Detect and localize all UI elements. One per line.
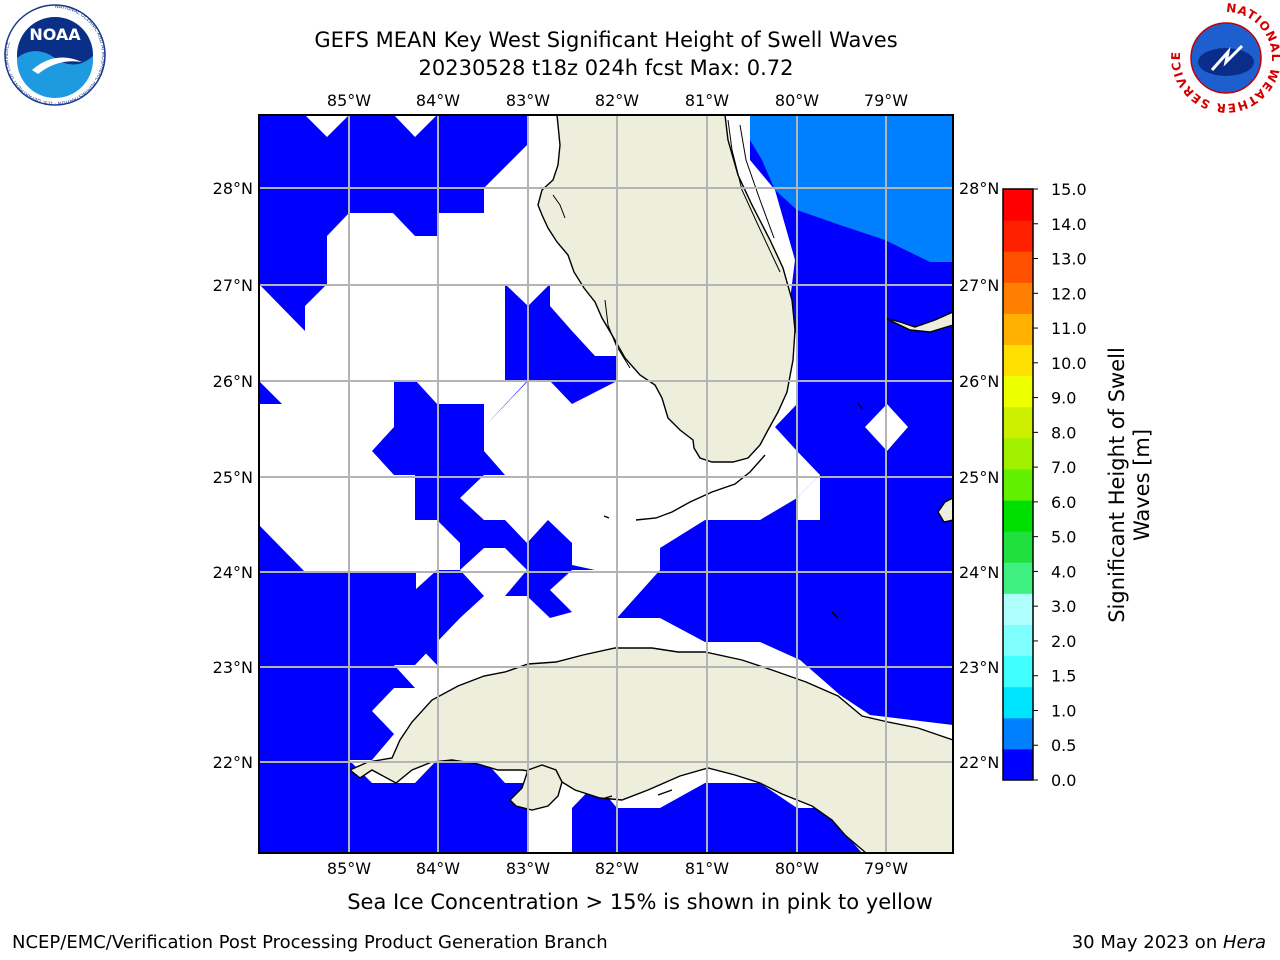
lat-tick-left: 24°N — [213, 563, 253, 582]
lon-tick-top: 84°W — [416, 91, 460, 110]
footer-date: 30 May 2023 on Hera — [1072, 932, 1266, 953]
colorbar-tick-label: 8.0 — [1051, 423, 1076, 442]
chart-title: GEFS MEAN Key West Significant Height of… — [256, 26, 956, 82]
colorbar-swatch — [1003, 468, 1033, 501]
coastline-detail — [552, 119, 781, 369]
lon-tick-top: 83°W — [506, 91, 550, 110]
lat-tick-left: 27°N — [213, 276, 253, 295]
colorbar-frame — [1002, 188, 1034, 781]
lon-tick-top: 80°W — [775, 91, 819, 110]
lat-tick-left: 23°N — [213, 658, 253, 677]
lat-tick-right: 26°N — [959, 372, 999, 391]
title-line-1: GEFS MEAN Key West Significant Height of… — [314, 28, 898, 52]
colorbar-swatch — [1003, 686, 1033, 719]
lat-tick-left: 22°N — [213, 753, 253, 772]
colorbar-swatch — [1003, 748, 1033, 781]
colorbar-tick-label: 11.0 — [1051, 319, 1087, 338]
footer-date-text: 30 May 2023 on — [1071, 932, 1223, 953]
lat-tick-left: 25°N — [213, 468, 253, 487]
footer-machine: Hera — [1222, 932, 1266, 953]
lat-tick-left: 26°N — [213, 372, 253, 391]
lat-tick-left: 28°N — [213, 179, 253, 198]
colorbar-tick-label: 15.0 — [1051, 180, 1087, 199]
lon-tick-bottom: 82°W — [595, 859, 639, 878]
lat-tick-right: 22°N — [959, 753, 999, 772]
lon-tick-bottom: 83°W — [506, 859, 550, 878]
colorbar-tick-label: 9.0 — [1051, 389, 1076, 408]
colorbar-tick-label: 13.0 — [1051, 250, 1087, 269]
cuba — [348, 647, 953, 853]
lat-tick-right: 25°N — [959, 468, 999, 487]
isla-de-la-juventud — [509, 764, 563, 811]
colorbar-tick-label: 0.5 — [1051, 736, 1076, 755]
colorbar-swatch — [1003, 624, 1033, 657]
colorbar-swatch — [1003, 282, 1033, 314]
colorbar-swatch — [1003, 375, 1033, 408]
footer-credit: NCEP/EMC/Verification Post Processing Pr… — [12, 932, 608, 953]
lat-tick-right: 27°N — [959, 276, 999, 295]
colorbar-tick-label: 10.0 — [1051, 354, 1087, 373]
bahamas-grand — [884, 311, 953, 333]
lon-tick-top: 82°W — [595, 91, 639, 110]
bahamas-andros — [937, 497, 953, 523]
lon-tick-top: 79°W — [864, 91, 908, 110]
lon-tick-bottom: 79°W — [864, 859, 908, 878]
lon-tick-bottom: 80°W — [775, 859, 819, 878]
colorbar-tick-label: 1.0 — [1051, 701, 1076, 720]
graticule — [259, 115, 953, 853]
colorbar-tick-label: 6.0 — [1051, 493, 1076, 512]
colorbar-swatch — [1003, 655, 1033, 688]
lon-tick-bottom: 81°W — [685, 859, 729, 878]
colorbar-swatch — [1003, 437, 1033, 470]
colorbar-swatch — [1003, 531, 1033, 563]
noaa-logo: NOAA NATIONAL OCEANIC AND ATMOSPHERIC AD… — [4, 4, 106, 106]
colorbar-swatch — [1003, 562, 1033, 594]
colorbar-tick-label: 12.0 — [1051, 284, 1087, 303]
lon-tick-bottom: 84°W — [416, 859, 460, 878]
colorbar-tick-label: 4.0 — [1051, 562, 1076, 581]
colorbar-swatch — [1003, 189, 1033, 221]
colorbar-tick-label: 0.0 — [1051, 771, 1076, 790]
colorbar-tick-label: 5.0 — [1051, 528, 1076, 547]
colorbar-swatch — [1003, 344, 1033, 377]
title-line-2: 20230528 t18z 024h fcst Max: 0.72 — [418, 56, 794, 80]
florida-keys — [603, 402, 863, 799]
lon-tick-top: 85°W — [327, 91, 371, 110]
colorbar-swatch — [1003, 593, 1033, 625]
map-frame — [258, 114, 954, 854]
land-masses — [348, 115, 953, 853]
colorbar-label-line2: Waves [m] — [1130, 429, 1154, 541]
colorbar: 0.0 0.5 1.0 1.5 2.0 3.0 4.0 5.0 6.0 7.0 8.0 9.0 10.0… — [1002, 180, 1087, 790]
noaa-logo-text: NOAA — [29, 25, 81, 44]
colorbar-tick-label: 3.0 — [1051, 597, 1076, 616]
colorbar-tick-label: 14.0 — [1051, 215, 1087, 234]
colorbar-swatch — [1003, 406, 1033, 439]
colorbar-swatch — [1003, 220, 1033, 252]
colorbar-tick-label: 7.0 — [1051, 458, 1076, 477]
colorbar-swatch — [1003, 313, 1033, 346]
lat-tick-right: 23°N — [959, 658, 999, 677]
nws-logo: NATIONAL WEATHER SERVICE — [1169, 1, 1280, 115]
colorbar-tick-label: 2.0 — [1051, 632, 1076, 651]
colorbar-tick-label: 1.5 — [1051, 667, 1076, 686]
colorbar-swatch — [1003, 251, 1033, 283]
colorbar-swatch — [1003, 717, 1033, 750]
lon-tick-top: 81°W — [685, 91, 729, 110]
lat-tick-right: 24°N — [959, 563, 999, 582]
colorbar-swatch — [1003, 500, 1033, 532]
florida-peninsula — [537, 115, 796, 463]
lat-tick-right: 28°N — [959, 179, 999, 198]
sea-ice-note: Sea Ice Concentration > 15% is shown in … — [347, 890, 933, 914]
lon-tick-bottom: 85°W — [327, 859, 371, 878]
colorbar-label-line1: Significant Height of Swell — [1105, 347, 1129, 623]
